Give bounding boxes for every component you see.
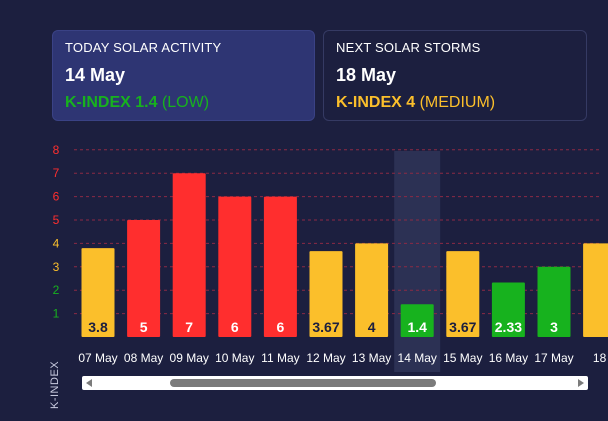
bar-value-label: 7 bbox=[185, 319, 193, 335]
x-tick-label: 11 May bbox=[261, 351, 299, 365]
bar[interactable] bbox=[218, 196, 252, 337]
bar-value-label: 6 bbox=[231, 319, 239, 335]
x-tick-label: 17 May bbox=[534, 351, 573, 365]
bar[interactable] bbox=[127, 220, 161, 337]
today-k-level: (LOW) bbox=[161, 94, 210, 111]
y-tick-label: 1 bbox=[53, 307, 60, 321]
highlight-column bbox=[394, 151, 441, 372]
bar-value-label: 3.8 bbox=[88, 319, 108, 335]
bar[interactable] bbox=[172, 173, 206, 337]
next-storms-card: NEXT SOLAR STORMS 18 May K-INDEX 4 (MEDI… bbox=[323, 30, 587, 121]
y-tick-label: 2 bbox=[53, 283, 60, 297]
x-tick-label: 15 May bbox=[443, 351, 482, 365]
x-tick-label: 13 May bbox=[352, 351, 391, 365]
bar-value-label: 3.67 bbox=[449, 319, 476, 335]
x-tick-label: 10 May bbox=[215, 351, 254, 365]
highlight-layer bbox=[394, 151, 441, 372]
bar-value-label: 3.67 bbox=[312, 319, 339, 335]
y-tick-label: 6 bbox=[53, 190, 60, 204]
x-tick-label: 08 May bbox=[124, 351, 163, 365]
bar-value-label: 1.4 bbox=[407, 319, 427, 335]
x-tick-label: 16 May bbox=[489, 351, 528, 365]
x-tick-label: 14 May bbox=[398, 351, 437, 365]
y-axis-title: K-INDEX bbox=[49, 360, 61, 409]
bar-layer bbox=[81, 173, 608, 337]
today-date: 14 May bbox=[65, 65, 126, 85]
x-tick-label: 09 May bbox=[170, 351, 209, 365]
x-tick-label: 12 May bbox=[306, 351, 345, 365]
y-tick-label: 7 bbox=[53, 166, 60, 180]
bar-value-label: 2.33 bbox=[495, 319, 522, 335]
x-tick-label: 18 bbox=[593, 351, 607, 365]
bar[interactable] bbox=[583, 243, 608, 337]
bar[interactable] bbox=[446, 251, 480, 337]
today-k-index-value: K-INDEX 1.4 bbox=[65, 94, 158, 111]
bar-value-label: 6 bbox=[277, 319, 285, 335]
today-card-label: TODAY SOLAR ACTIVITY bbox=[65, 40, 222, 55]
next-card-label: NEXT SOLAR STORMS bbox=[336, 40, 481, 55]
today-activity-card: TODAY SOLAR ACTIVITY 14 May K-INDEX 1.4 … bbox=[52, 30, 315, 121]
y-tick-label: 4 bbox=[53, 236, 60, 250]
scrollbar-thumb[interactable] bbox=[170, 379, 436, 387]
y-tick-label: 5 bbox=[53, 213, 60, 227]
scroll-left-arrow-icon[interactable] bbox=[86, 379, 92, 387]
bar-value-label: 4 bbox=[368, 319, 376, 335]
next-date: 18 May bbox=[336, 65, 397, 85]
bar[interactable] bbox=[263, 196, 297, 337]
bar[interactable] bbox=[400, 304, 434, 337]
bar[interactable] bbox=[355, 243, 389, 337]
y-tick-label: 8 bbox=[53, 143, 60, 157]
y-tick-label: 3 bbox=[53, 260, 60, 274]
next-k-level: (MEDIUM) bbox=[419, 94, 496, 111]
x-tick-label: 07 May bbox=[78, 351, 117, 365]
scroll-right-arrow-icon[interactable] bbox=[578, 379, 584, 387]
next-k-index-value: K-INDEX 4 bbox=[336, 94, 416, 111]
today-k-index: K-INDEX 1.4 (LOW) bbox=[65, 94, 302, 112]
bar[interactable] bbox=[309, 251, 343, 337]
bar[interactable] bbox=[537, 266, 571, 337]
bar-value-label: 3 bbox=[550, 319, 558, 335]
next-k-index: K-INDEX 4 (MEDIUM) bbox=[336, 94, 574, 112]
chart-scrollbar[interactable] bbox=[82, 376, 588, 390]
bar[interactable] bbox=[491, 282, 525, 337]
bar-value-label: 5 bbox=[140, 319, 148, 335]
bar[interactable] bbox=[81, 248, 115, 337]
